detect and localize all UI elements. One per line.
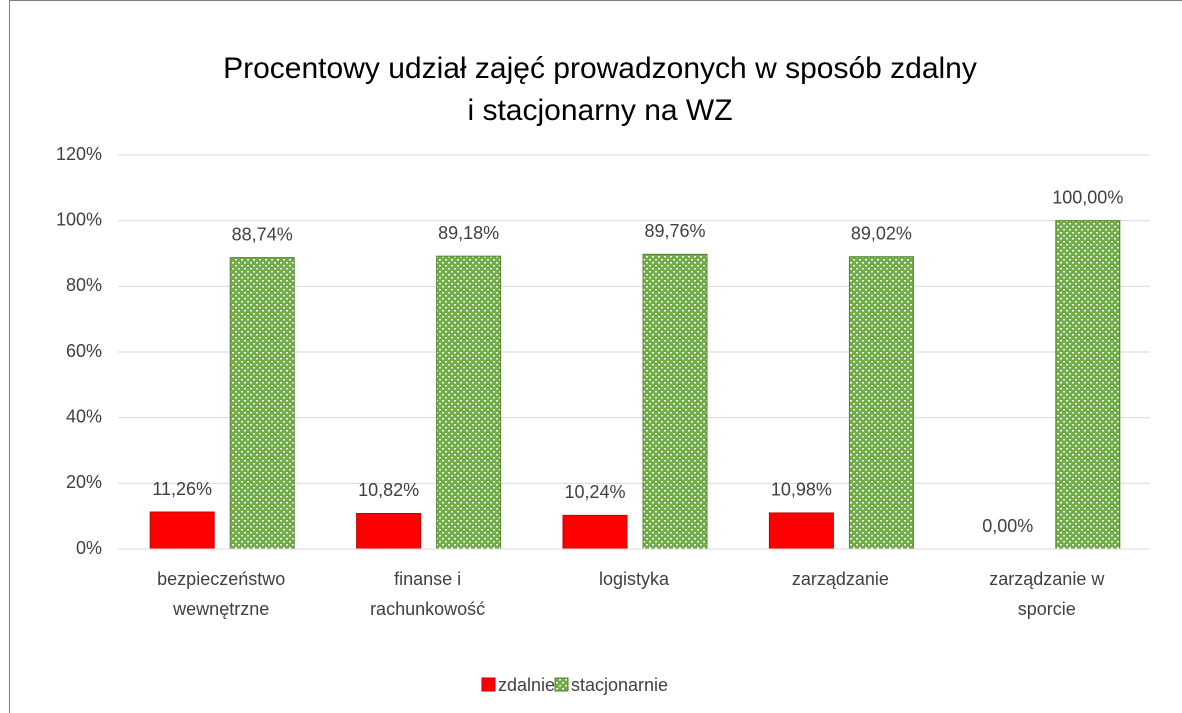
x-tick-label: rachunkowość: [370, 599, 485, 619]
legend-swatch: [481, 677, 496, 692]
bar: [562, 514, 628, 550]
bar: [436, 255, 502, 550]
data-label: 89,02%: [851, 223, 912, 243]
y-tick-label: 80%: [66, 275, 102, 295]
data-label: 10,24%: [564, 482, 625, 502]
y-tick-label: 100%: [56, 209, 102, 229]
bar: [642, 253, 708, 550]
chart-title: Procentowy udział zajęć prowadzonych w s…: [223, 52, 977, 85]
bar: [848, 256, 914, 550]
y-tick-label: 120%: [56, 144, 102, 164]
legend-label: zdalnie: [498, 675, 555, 695]
data-label: 89,18%: [438, 223, 499, 243]
bar: [768, 512, 834, 550]
data-label: 0,00%: [982, 516, 1033, 536]
bar: [1055, 220, 1121, 550]
y-tick-label: 0%: [76, 538, 102, 558]
x-tick-label: sporcie: [1018, 599, 1076, 619]
x-tick-label: wewnętrzne: [172, 599, 269, 619]
legend-label: stacjonarnie: [571, 675, 668, 695]
data-label: 88,74%: [232, 224, 293, 244]
x-tick-label: zarządzanie: [792, 569, 889, 589]
data-label: 100,00%: [1052, 187, 1123, 207]
bar: [356, 512, 422, 550]
data-label: 10,82%: [358, 480, 419, 500]
data-label: 89,76%: [644, 221, 705, 241]
x-tick-label: finanse i: [394, 569, 461, 589]
y-tick-label: 20%: [66, 472, 102, 492]
x-tick-label: bezpieczeństwo: [157, 569, 285, 589]
data-label: 10,98%: [771, 480, 832, 500]
bar: [229, 257, 295, 550]
chart-title: i stacjonarny na WZ: [467, 94, 732, 127]
y-tick-label: 60%: [66, 341, 102, 361]
legend-swatch: [554, 677, 569, 692]
bar: [149, 511, 215, 550]
data-label: 11,26%: [152, 479, 212, 499]
x-tick-label: logistyka: [599, 569, 670, 589]
x-tick-label: zarządzanie w: [989, 569, 1105, 589]
chart-frame: [9, 0, 1182, 713]
y-tick-label: 40%: [66, 406, 102, 426]
